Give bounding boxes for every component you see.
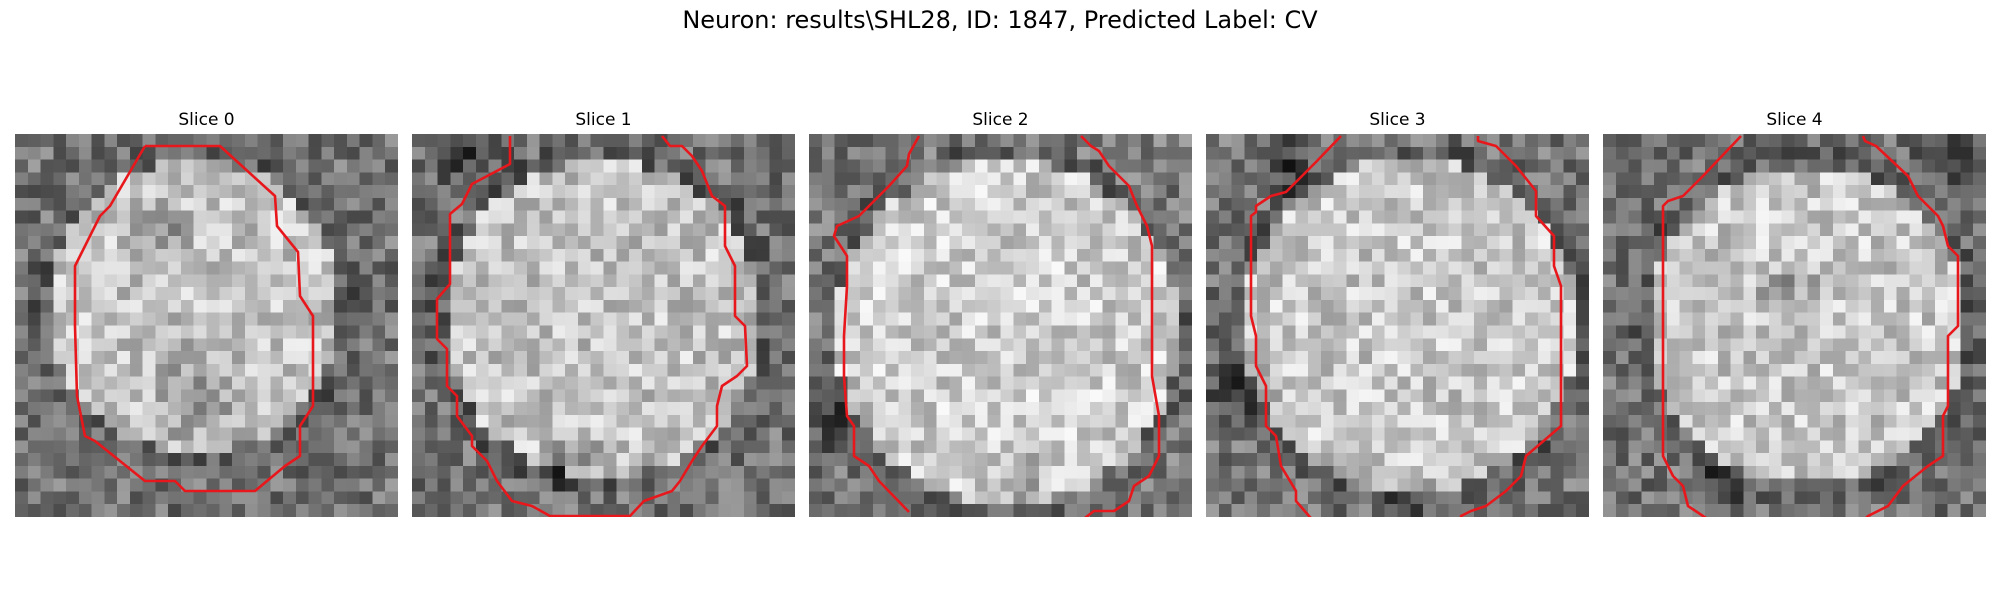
grayscale-image	[412, 134, 795, 517]
slice-title: Slice 2	[972, 110, 1029, 130]
grayscale-image	[15, 134, 398, 517]
slice-image	[15, 134, 398, 517]
contour-line	[435, 135, 749, 517]
contour-line	[832, 135, 921, 513]
slice-image	[1206, 134, 1589, 517]
slice-panel-1: Slice 1	[412, 108, 795, 517]
slice-title: Slice 3	[1369, 110, 1426, 130]
slice-title: Slice 0	[178, 110, 235, 130]
contour-line	[1861, 135, 1960, 517]
contour-line	[1080, 135, 1161, 517]
contour-overlay	[73, 144, 315, 493]
slice-panel-0: Slice 0	[15, 108, 398, 517]
contour-overlay	[1661, 135, 1960, 517]
slice-panel-4: Slice 4	[1603, 108, 1986, 517]
slice-image	[1603, 134, 1986, 517]
contour-overlay	[435, 135, 749, 517]
contour-line	[1459, 136, 1563, 517]
contour-overlay	[1249, 135, 1563, 517]
figure-title: Neuron: results\SHL28, ID: 1847, Predict…	[682, 6, 1318, 34]
contour-line	[73, 144, 315, 493]
grayscale-image	[809, 134, 1192, 517]
slice-panel-2: Slice 2	[809, 108, 1192, 517]
grayscale-image	[1603, 134, 1986, 517]
slice-image	[809, 134, 1192, 517]
slice-title: Slice 1	[575, 110, 632, 130]
slice-panel-3: Slice 3	[1206, 108, 1589, 517]
contour-overlay	[832, 135, 1161, 517]
slice-image	[412, 134, 795, 517]
contour-line	[1661, 135, 1742, 517]
slice-title: Slice 4	[1766, 110, 1823, 130]
contour-line	[1249, 135, 1342, 517]
